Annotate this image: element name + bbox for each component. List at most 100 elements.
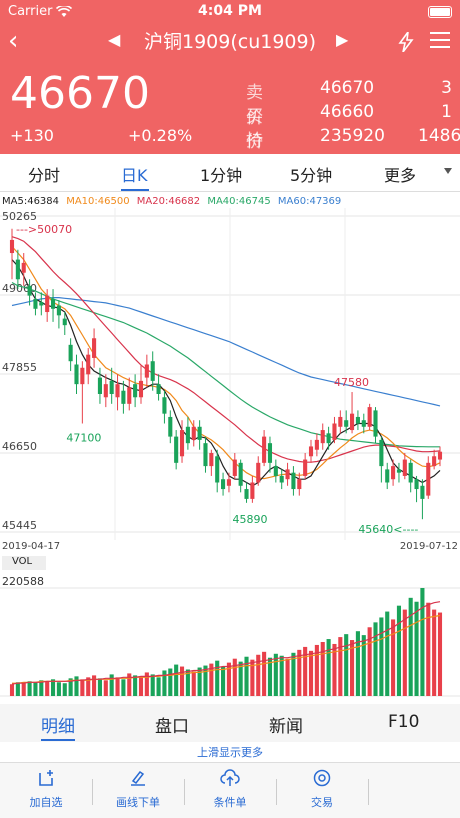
volume-bar: [385, 611, 390, 696]
trade-button[interactable]: 交易: [276, 769, 368, 810]
ma40-legend: MA40:46745: [207, 196, 271, 207]
chevron-down-icon[interactable]: [444, 168, 452, 174]
volume-bar: [203, 665, 208, 696]
candle: [297, 479, 302, 490]
volume-bar: [402, 609, 407, 696]
candle: [103, 384, 108, 398]
candle: [326, 433, 331, 444]
add-watchlist-button[interactable]: 加自选: [0, 769, 92, 810]
tab-orderbook[interactable]: 盘口: [155, 717, 189, 737]
tab-more[interactable]: 更多: [384, 166, 417, 185]
candle: [314, 439, 319, 450]
price-annotation: 47580: [334, 376, 369, 389]
back-chevron-icon[interactable]: ‹: [8, 26, 19, 56]
candle: [209, 453, 214, 467]
vol-label[interactable]: VOL: [2, 556, 46, 570]
pen-line-icon: [92, 769, 184, 791]
lightning-icon[interactable]: [398, 32, 414, 52]
candle: [361, 420, 366, 427]
volume-bar: [150, 674, 155, 696]
candle: [262, 436, 267, 463]
add-watchlist-icon: [0, 769, 92, 791]
volume-bar: [297, 649, 302, 696]
prev-contract-icon[interactable]: ◀: [108, 30, 121, 49]
candle: [9, 239, 15, 254]
volume-bar: [185, 669, 190, 696]
candle: [291, 472, 296, 490]
candle: [62, 318, 67, 326]
candlestick-chart[interactable]: 5026549060478554665045445--->50070471004…: [0, 208, 460, 540]
volume-bar: [39, 680, 44, 696]
candle: [426, 462, 431, 496]
detail-tabs: 明细 盘口 新闻 F10: [0, 704, 460, 742]
tab-5min[interactable]: 5分钟: [290, 166, 333, 185]
candle: [92, 338, 97, 358]
ma10-legend: MA10:46500: [66, 196, 130, 207]
volume-bar: [238, 661, 243, 696]
candle: [45, 295, 50, 313]
tab-1min[interactable]: 1分钟: [200, 166, 243, 185]
nav-bar: ‹ ◀ 沪铜1909(cu1909) ▶: [0, 24, 460, 60]
volume-bar: [156, 677, 161, 696]
candle: [156, 384, 161, 394]
status-bar: Carrier 4:04 PM: [0, 0, 460, 24]
volume-bar: [314, 644, 319, 696]
volume-bar: [74, 676, 79, 696]
toolbar-divider: [184, 779, 185, 805]
volume-bar: [15, 682, 20, 696]
candle: [33, 298, 38, 309]
candle: [350, 413, 355, 431]
volume-bar: [373, 622, 378, 696]
tab-intraday[interactable]: 分时: [28, 166, 61, 185]
volume-bar: [9, 684, 15, 696]
candle: [86, 354, 91, 375]
volume-max: 220588: [2, 575, 44, 588]
volume-bar: [420, 588, 425, 696]
sell-price: 46670: [320, 78, 375, 98]
x-start-date: 2019-04-17: [2, 541, 61, 552]
volume-bar: [103, 680, 108, 696]
candle: [432, 456, 437, 467]
conditional-order-button[interactable]: 条件单: [184, 769, 276, 810]
price-change-pct: +0.28%: [128, 126, 193, 145]
active-tab-indicator: [121, 189, 149, 191]
ma-legend: MA5:46384 MA10:46500 MA20:46682 MA40:467…: [2, 196, 345, 207]
x-end-date: 2019-07-12: [399, 541, 458, 552]
volume-bar: [262, 651, 267, 696]
volume-bar: [97, 678, 102, 696]
draw-line-order-button[interactable]: 画线下单: [92, 769, 184, 810]
volume-bar: [273, 653, 278, 696]
volume-bar: [174, 664, 179, 696]
list-menu-icon[interactable]: [430, 32, 450, 48]
candle: [150, 361, 155, 381]
tab-daily-k[interactable]: 日K: [121, 166, 148, 185]
volume-chart[interactable]: [0, 572, 460, 698]
candle: [391, 466, 396, 480]
volume-bar: [33, 682, 38, 696]
candle: [238, 462, 243, 486]
candle: [80, 367, 85, 385]
volume-bar: [133, 675, 138, 696]
candle: [379, 439, 384, 467]
candle: [197, 426, 202, 440]
tab-detail[interactable]: 明细: [41, 717, 75, 737]
volume-bar: [56, 682, 61, 696]
volume-bar: [344, 634, 349, 696]
ma40-line: [11, 281, 440, 448]
toolbar-divider: [92, 779, 93, 805]
price-change: +130: [10, 126, 54, 145]
volume-bar: [355, 631, 360, 696]
volume-bar: [92, 675, 97, 696]
tab-news[interactable]: 新闻: [269, 717, 303, 737]
volume-bar: [226, 662, 231, 696]
volume-bar: [232, 658, 237, 696]
ma60-legend: MA60:47369: [277, 196, 342, 207]
volume-bar: [308, 650, 314, 696]
next-contract-icon[interactable]: ▶: [336, 30, 349, 49]
buy-label: 买价: [246, 107, 263, 152]
volume-bar: [332, 643, 337, 696]
tab-f10[interactable]: F10: [388, 712, 420, 732]
candle: [109, 380, 114, 394]
candle: [39, 302, 44, 306]
ma10-line: [11, 246, 441, 480]
